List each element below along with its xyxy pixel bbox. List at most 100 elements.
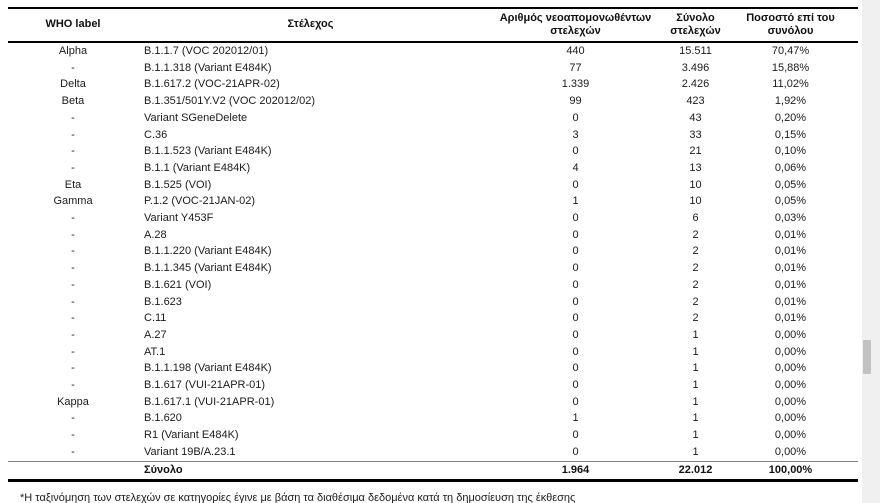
cell-who-label: Gamma [53,195,93,208]
cell-new-isolates: 0 [572,429,579,442]
cell-total-strains: 1 [692,362,699,375]
cell-percent: 0,01% [774,278,807,291]
scrollbar-thumb[interactable] [863,340,871,374]
cell-percent: 0,10% [774,145,807,158]
cell-strain: AT.1 [144,345,166,358]
table-row: - A.28 0 2 0,01% [8,227,858,244]
table-row: - B.1.1.345 (Variant E484K) 0 2 0,01% [8,260,858,277]
cell-who-label: - [71,262,75,275]
column-header-who-label: WHO label [8,7,138,43]
cell-strain: B.1.1.220 (Variant E484K) [144,245,272,258]
cell-who-label: - [71,412,75,425]
table-row: Eta B.1.525 (VOI) 0 10 0,05% [8,177,858,194]
cell-strain: A.27 [144,328,167,341]
cell-who-label: - [71,445,75,458]
table-row: Kappa B.1.617.1 (VUI-21APR-01) 0 1 0,00% [8,394,858,411]
cell-total-strains: 2 [692,262,699,275]
cell-total-strains: 1 [692,379,699,392]
total-row: Σύνολο 1.964 22.012 100,00% [8,460,858,482]
cell-percent: 0,00% [774,412,807,425]
cell-percent: 0,00% [774,328,807,341]
cell-strain: B.1.351/501Y.V2 (VOC 202012/02) [144,95,316,108]
table-row: - Variant Y453F 0 6 0,03% [8,210,858,227]
cell-who-label: Eta [64,178,82,191]
scrollbar-track[interactable] [862,0,880,503]
cell-new-isolates: 3 [572,128,579,141]
cell-percent: 0,06% [774,161,807,174]
cell-strain: B.1.617.1 (VUI-21APR-01) [144,395,275,408]
total-cell-percent: 100,00% [723,460,858,482]
cell-total-strains: 2 [692,312,699,325]
cell-total-strains: 1 [692,445,699,458]
table-row: - Variant 19B/A.23.1 0 1 0,00% [8,444,858,461]
cell-who-label: - [71,128,75,141]
cell-strain: A.28 [144,228,167,241]
table-row: - B.1.621 (VOI) 0 2 0,01% [8,277,858,294]
cell-strain: B.1.621 (VOI) [144,278,212,291]
cell-strain: P.1.2 (VOC-21JAN-02) [144,195,256,208]
cell-new-isolates: 1 [572,195,579,208]
cell-new-isolates: 0 [572,212,579,225]
cell-percent: 0,03% [774,212,807,225]
cell-new-isolates: 0 [572,262,579,275]
cell-percent: 0,00% [774,362,807,375]
cell-new-isolates: 0 [572,379,579,392]
cell-who-label: Alpha [58,45,88,57]
cell-new-isolates: 0 [572,278,579,291]
header-row: WHO label Στέλεχος Αριθμός νεοαπομονωθέν… [8,7,858,43]
table-row: - AT.1 0 1 0,00% [8,344,858,361]
cell-who-label: - [71,212,75,225]
cell-total-strains: 3.496 [681,61,710,74]
cell-who-label: - [71,295,75,308]
cell-total-strains: 423 [686,95,705,108]
cell-strain: B.1.1.318 (Variant E484K) [144,61,272,74]
cell-strain: B.1.1.523 (Variant E484K) [144,145,272,158]
cell-who-label: - [71,429,75,442]
cell-strain: C.11 [144,312,167,325]
cell-total-strains: 43 [689,111,702,124]
table-row: - B.1.617 (VUI-21APR-01) 0 1 0,00% [8,377,858,394]
cell-who-label: - [71,145,75,158]
cell-new-isolates: 440 [566,45,585,57]
cell-strain: B.1.617.2 (VOC-21APR-02) [144,78,280,91]
table-row: - B.1.1.318 (Variant E484K) 77 3.496 15,88% [8,60,858,77]
cell-percent: 0,01% [774,228,807,241]
cell-who-label: Delta [60,78,86,91]
table-row: - A.27 0 1 0,00% [8,327,858,344]
table-row: Beta B.1.351/501Y.V2 (VOC 202012/02) 99 423… [8,93,858,110]
cell-new-isolates: 0 [572,328,579,341]
cell-strain: R1 (Variant E484K) [144,429,239,442]
table-footer: Σύνολο 1.964 22.012 100,00% [8,460,858,482]
cell-total-strains: 1 [692,412,699,425]
cell-who-label: - [71,228,75,241]
cell-new-isolates: 0 [572,145,579,158]
cell-percent: 0,01% [774,262,807,275]
cell-strain: B.1.1.198 (Variant E484K) [144,362,272,375]
cell-strain: B.1.1.345 (Variant E484K) [144,262,272,275]
cell-who-label: - [71,161,75,174]
cell-new-isolates: 0 [572,445,579,458]
cell-total-strains: 6 [692,212,699,225]
cell-who-label: - [71,278,75,291]
cell-percent: 0,01% [774,312,807,325]
cell-total-strains: 2 [692,228,699,241]
table-row: - B.1.1 (Variant E484K) 4 13 0,06% [8,160,858,177]
table-header: WHO label Στέλεχος Αριθμός νεοαπομονωθέν… [8,7,858,43]
table-row: Gamma P.1.2 (VOC-21JAN-02) 1 10 0,05% [8,193,858,210]
cell-total-strains: 1 [692,328,699,341]
cell-percent: 0,01% [774,245,807,258]
cell-new-isolates: 0 [572,228,579,241]
cell-total-strains: 1 [692,345,699,358]
total-cell-total: 22.012 [668,460,723,482]
cell-percent: 0,00% [774,445,807,458]
cell-total-strains: 2 [692,278,699,291]
cell-who-label: - [71,61,75,74]
column-header-total-strains: Σύνολο στελεχών [668,7,723,43]
cell-new-isolates: 0 [572,362,579,375]
column-header-strain: Στέλεχος [138,7,483,43]
cell-total-strains: 13 [689,161,702,174]
table-row: - B.1.1.523 (Variant E484K) 0 21 0,10% [8,143,858,160]
cell-who-label: - [71,111,75,124]
variants-table-container: WHO label Στέλεχος Αριθμός νεοαπομονωθέν… [8,7,858,482]
